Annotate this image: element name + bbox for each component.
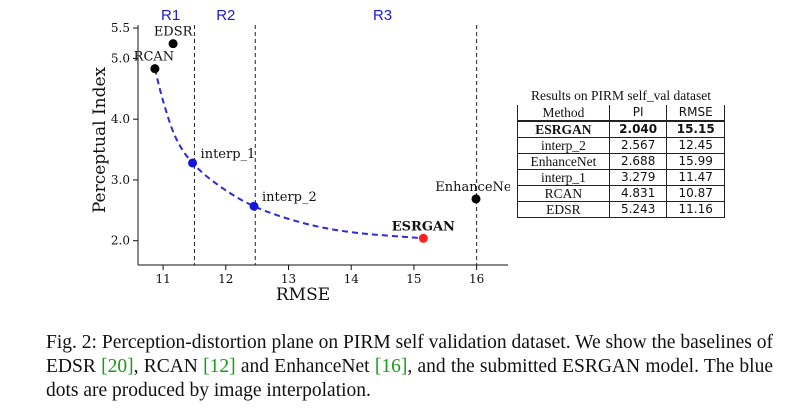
cell-method: EnhanceNet <box>517 153 610 170</box>
data-point-label: ESRGAN <box>392 219 455 234</box>
header-pi: PI <box>608 105 668 122</box>
y-tick-label: 5.0 <box>111 51 130 65</box>
cell-rmse: 15.99 <box>666 153 725 170</box>
region-labels: R1 R2 R3 <box>161 7 392 24</box>
region-label: R1 <box>161 7 180 24</box>
cell-pi: 4.831 <box>608 185 668 202</box>
data-point-label: interp_1 <box>201 147 256 162</box>
x-tick-label: 11 <box>155 272 170 286</box>
results-table-header-row: Method PI RMSE <box>517 105 725 122</box>
results-table-caption: Results on PIRM self_val dataset <box>531 88 711 103</box>
header-method: Method <box>517 105 610 122</box>
x-tick-label: 15 <box>406 272 421 286</box>
data-point-label: RCAN <box>134 50 175 65</box>
data-point-rcan <box>150 64 160 74</box>
x-tick-label: 14 <box>344 272 360 286</box>
results-table-row: EnhanceNet 2.688 15.99 <box>517 153 725 170</box>
data-point-label: interp_2 <box>262 190 317 205</box>
figure-caption-text: and EnhanceNet <box>235 356 375 377</box>
figure-caption-label: Fig. 2: <box>46 332 97 353</box>
data-point-label: EDSR <box>154 25 194 40</box>
results-table-row: interp_2 2.567 12.45 <box>517 137 725 154</box>
y-axis-title: Perceptual Index <box>90 66 110 213</box>
x-ticks: 11 12 13 14 15 16 <box>155 265 484 286</box>
cell-rmse: 11.16 <box>666 201 725 218</box>
x-tick-label: 13 <box>281 272 296 286</box>
figure-caption: Fig. 2: Perception-distortion plane on P… <box>46 331 773 403</box>
region-label: R3 <box>373 7 392 24</box>
chart-axes <box>137 25 508 266</box>
y-tick-label: 4.0 <box>111 112 130 126</box>
cell-method: interp_2 <box>517 137 610 154</box>
results-table-panel: Results on PIRM self_val dataset Method … <box>517 88 725 218</box>
cell-pi: 2.567 <box>608 137 668 154</box>
data-point-interp-1 <box>188 158 198 168</box>
figure-caption-text: , RCAN <box>133 356 204 377</box>
data-point-label: EnhanceNet <box>435 180 510 195</box>
figure-caption-text: , and the submitted ESRGAN model. The bl… <box>46 356 773 401</box>
y-tick-label: 2.0 <box>111 234 130 248</box>
cell-pi: 3.279 <box>608 169 668 186</box>
x-axis-title: RMSE <box>276 285 330 305</box>
results-table: Method PI RMSE ESRGAN 2.040 15.15 interp_2 2… <box>517 105 725 218</box>
region-divider-lines <box>193 25 478 265</box>
cell-pi: 2.040 <box>608 120 668 138</box>
data-point-enhancenet <box>471 194 481 204</box>
data-point-esrgan <box>418 233 428 243</box>
x-tick-label: 12 <box>218 272 233 286</box>
data-point-labels: EDSR RCAN interp_1 interp_2 ESRGAN EnhanceNet <box>134 25 510 235</box>
interpolation-curve <box>153 68 424 240</box>
data-point-interp-2 <box>249 201 259 211</box>
results-table-row: ESRGAN 2.040 15.15 <box>517 120 725 138</box>
y-ticks: 2.0 3.0 4.0 5.0 5.5 <box>111 21 138 248</box>
perception-distortion-chart: 11 12 13 14 15 16 2.0 3.0 4.0 5.0 5.5 R1 R2 R3 EDSR… <box>90 7 510 305</box>
results-table-row: interp_1 3.279 11.47 <box>517 169 725 186</box>
figure-caption-text: Perception-distortion plane on PIRM self… <box>46 332 774 377</box>
citation-link-rcan[interactable]: [12] <box>203 356 236 377</box>
header-rmse: RMSE <box>666 105 725 122</box>
citation-link-edsr[interactable]: [20] <box>101 356 134 377</box>
cell-rmse: 10.87 <box>666 185 725 202</box>
cell-pi: 5.243 <box>608 201 668 218</box>
x-tick-label: 16 <box>469 272 484 286</box>
cell-method: EDSR <box>517 201 610 218</box>
cell-method: RCAN <box>517 185 610 202</box>
cell-method: interp_1 <box>517 169 610 186</box>
cell-pi: 2.688 <box>608 153 668 170</box>
cell-rmse: 15.15 <box>666 120 725 138</box>
results-table-row: RCAN 4.831 10.87 <box>517 185 725 202</box>
y-tick-label: 3.0 <box>111 173 130 187</box>
data-points <box>150 39 481 243</box>
y-tick-label: 5.5 <box>111 21 130 35</box>
cell-method: ESRGAN <box>517 120 610 138</box>
region-label: R2 <box>216 7 235 24</box>
results-table-row: EDSR 5.243 11.16 <box>517 201 725 218</box>
citation-link-enhancenet[interactable]: [16] <box>374 356 408 377</box>
data-point-edsr <box>168 39 178 49</box>
cell-rmse: 12.45 <box>666 137 725 154</box>
cell-rmse: 11.47 <box>666 169 725 186</box>
